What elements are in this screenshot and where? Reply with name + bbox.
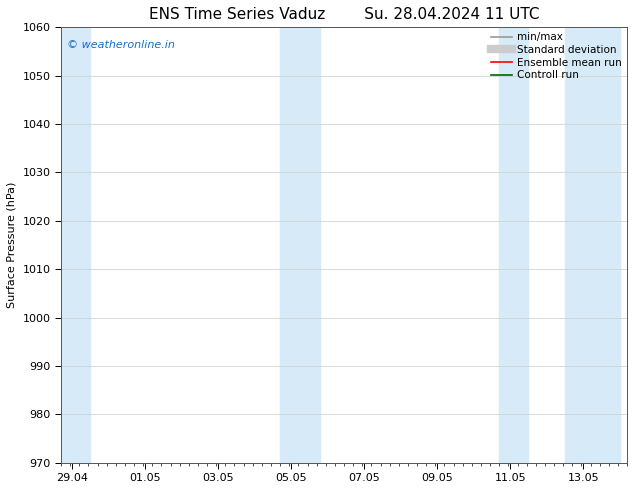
Bar — [61, 27, 90, 463]
Legend: min/max, Standard deviation, Ensemble mean run, Controll run: min/max, Standard deviation, Ensemble me… — [489, 30, 624, 82]
Bar — [565, 27, 620, 463]
Bar — [280, 27, 320, 463]
Title: ENS Time Series Vaduz        Su. 28.04.2024 11 UTC: ENS Time Series Vaduz Su. 28.04.2024 11 … — [149, 7, 540, 22]
Y-axis label: Surface Pressure (hPa): Surface Pressure (hPa) — [7, 182, 17, 308]
Text: © weatheronline.in: © weatheronline.in — [67, 40, 174, 50]
Bar — [499, 27, 529, 463]
